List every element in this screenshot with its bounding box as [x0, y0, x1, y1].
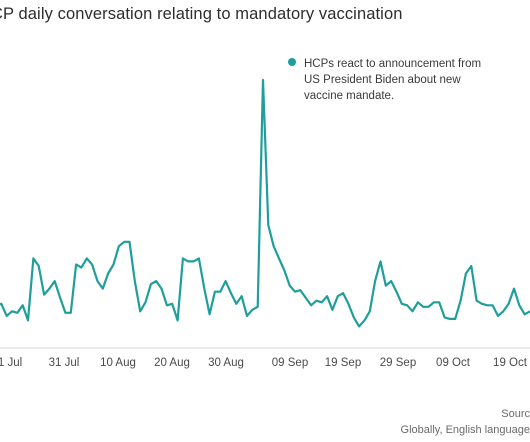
x-tick-label: 20 Aug	[154, 357, 190, 369]
x-tick-label: 10 Aug	[100, 357, 136, 369]
x-tick-label: 19 Sep	[325, 357, 361, 369]
x-tick-label: 1 Jul	[0, 357, 22, 369]
x-tick-label: 19 Oct	[493, 357, 528, 369]
source-note: Sourc Globally, English language	[401, 406, 530, 438]
series-group	[0, 78, 530, 328]
annotation-text-line: US President Biden about new	[304, 74, 461, 86]
source-line-1: Sourc	[501, 408, 530, 420]
x-tick-label: 30 Aug	[208, 357, 244, 369]
annotation-marker	[288, 58, 296, 66]
series-line	[0, 78, 530, 328]
annotation-text-line: HCPs react to announcement from	[304, 58, 481, 70]
x-tick-label: 09 Sep	[272, 357, 308, 369]
x-tick-label: 29 Sep	[380, 357, 416, 369]
x-tick-label: 31 Jul	[49, 357, 80, 369]
annotation: HCPs react to announcement from US Presid…	[288, 58, 481, 102]
line-chart: 1 Jul 31 Jul 10 Aug 20 Aug 30 Aug 09 Sep 19 Se…	[0, 58, 530, 369]
source-line-2: Globally, English language	[400, 424, 530, 436]
x-axis-ticks: 1 Jul 31 Jul 10 Aug 20 Aug 30 Aug 09 Sep 19 Se…	[0, 357, 528, 369]
annotation-text-line: vaccine mandate.	[304, 90, 394, 102]
chart-title: CP daily conversation relating to mandat…	[0, 5, 403, 23]
x-tick-label: 09 Oct	[436, 357, 471, 369]
